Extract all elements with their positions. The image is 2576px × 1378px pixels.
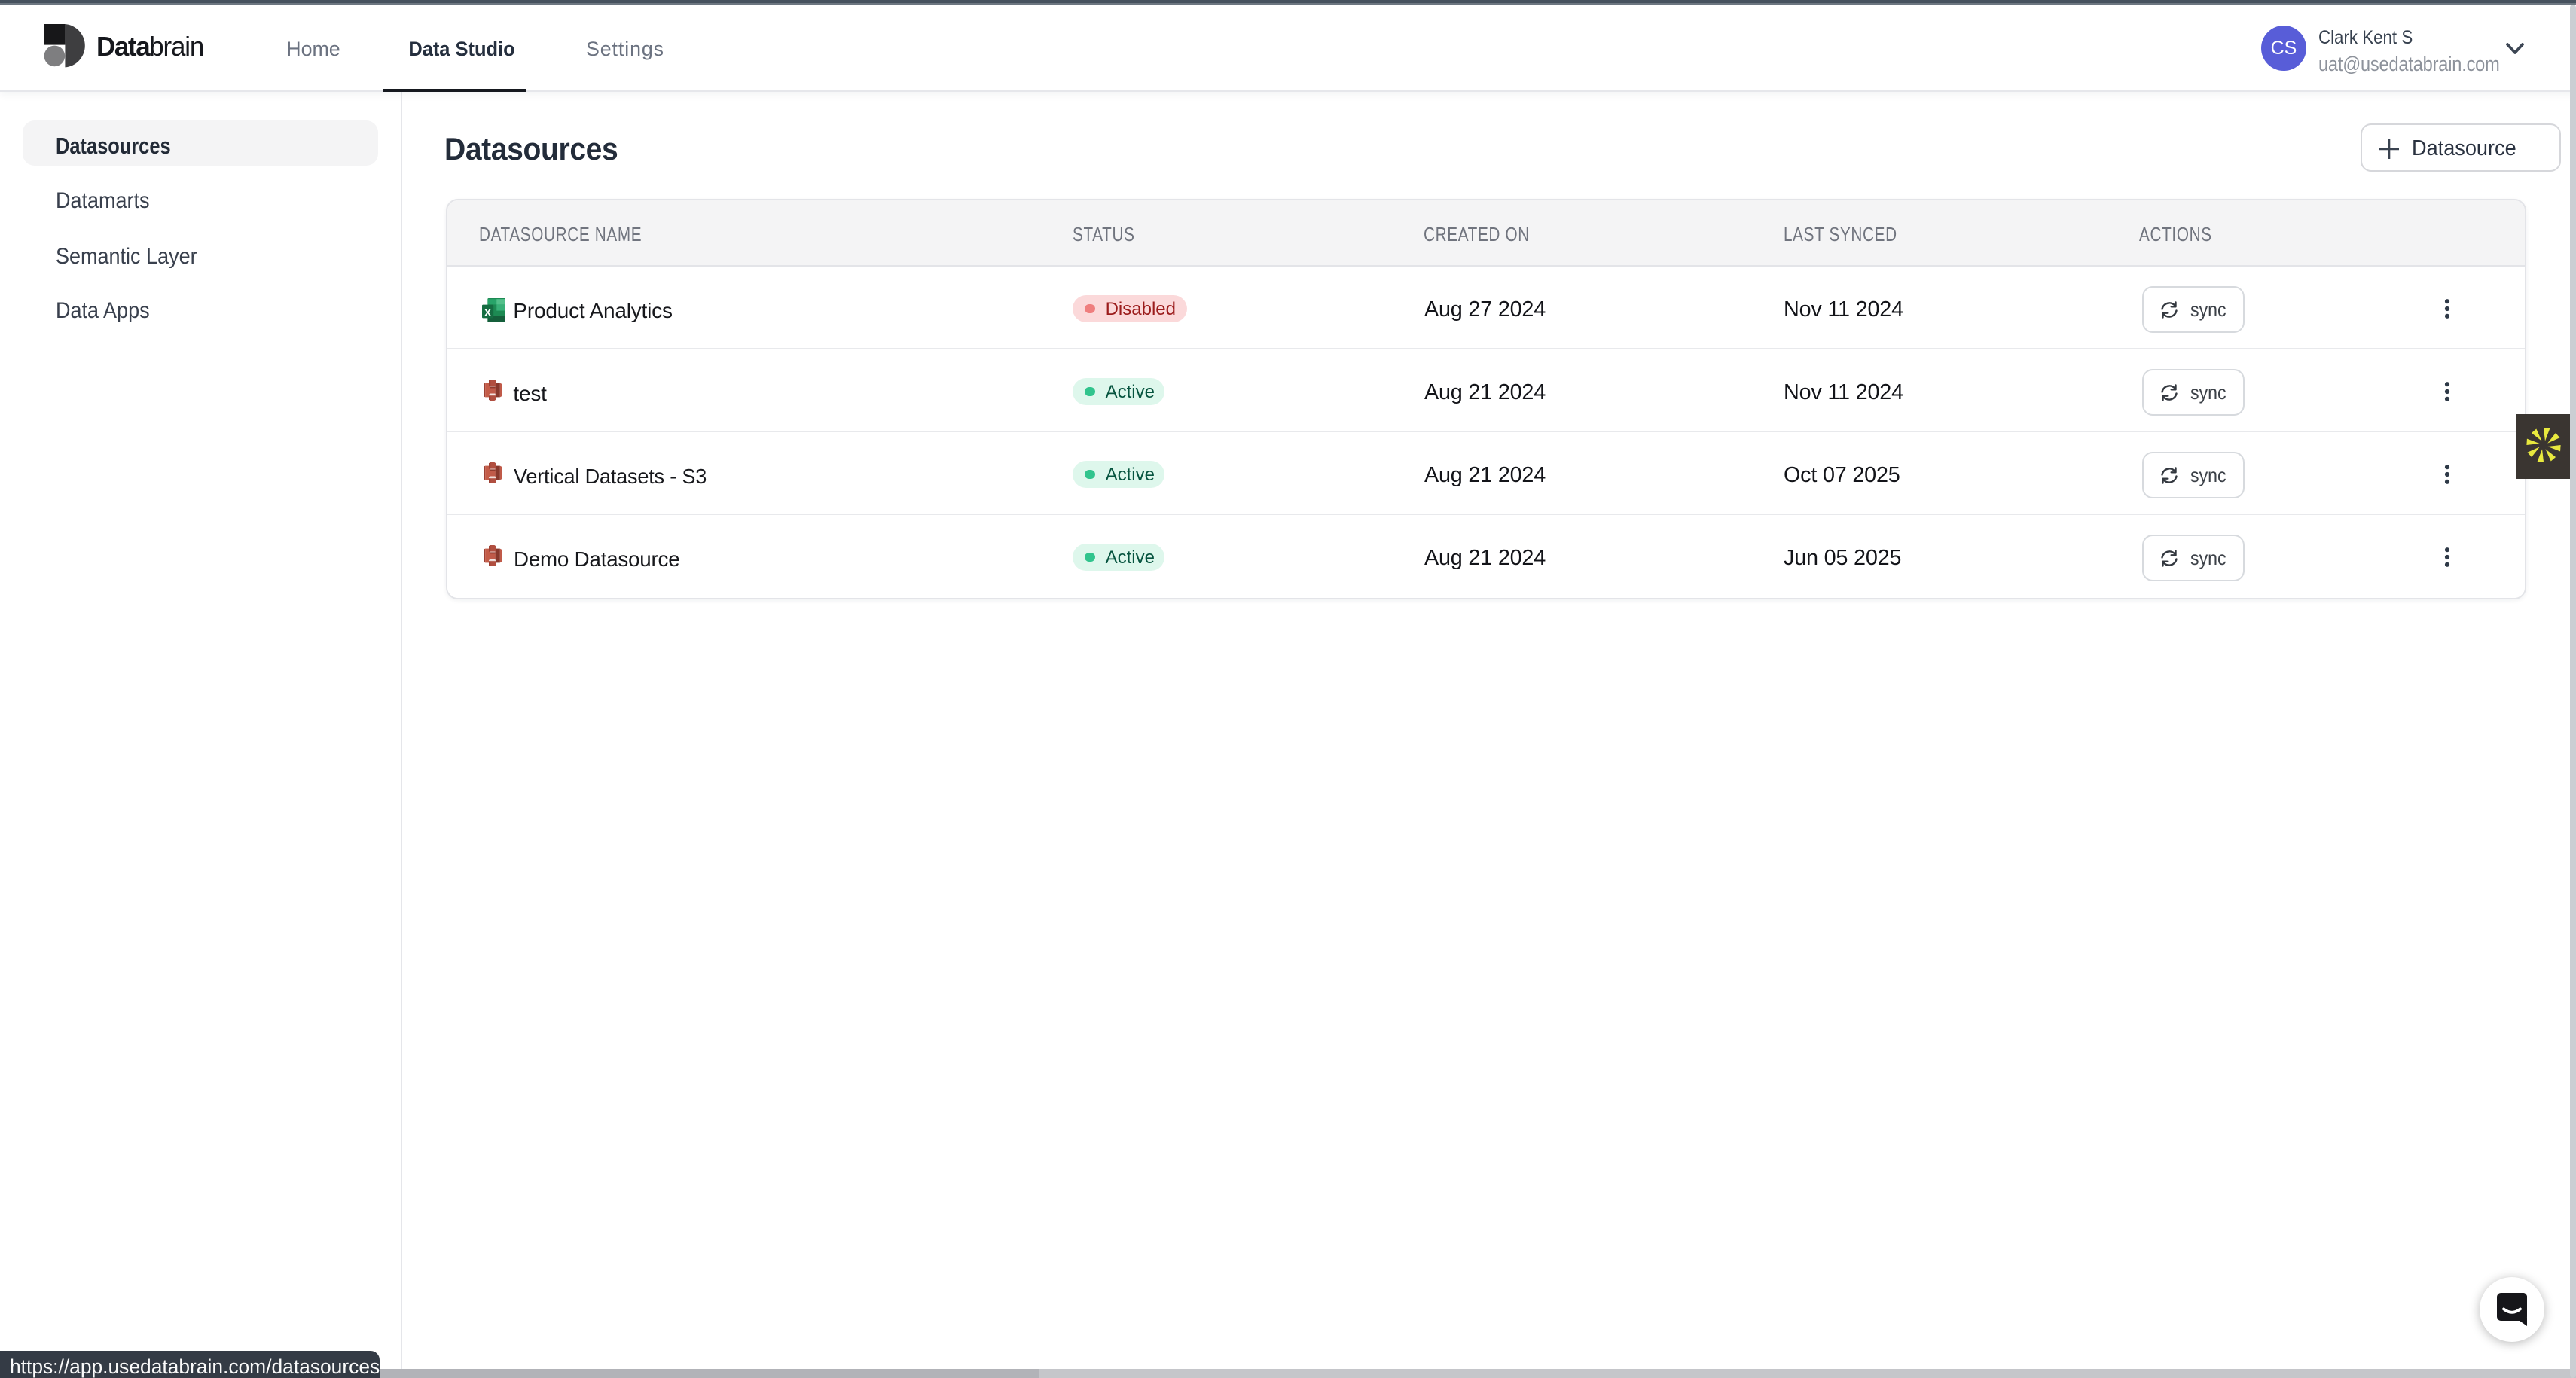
svg-text:x: x <box>484 305 491 318</box>
